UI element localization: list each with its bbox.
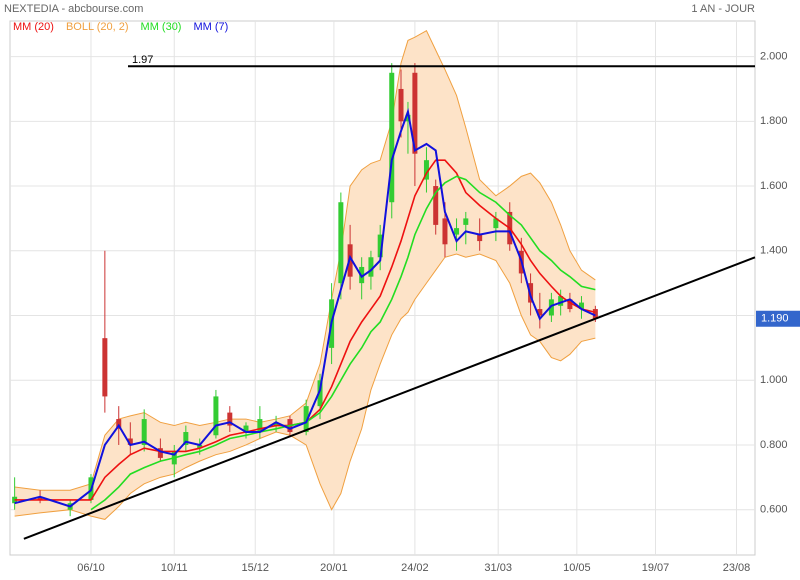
legend-entry: BOLL (20, 2) bbox=[66, 21, 129, 33]
candle-body bbox=[183, 432, 189, 445]
x-tick-label: 10/05 bbox=[563, 562, 591, 574]
candle-body bbox=[548, 299, 554, 316]
x-tick-label: 20/01 bbox=[320, 562, 348, 574]
candle-body bbox=[537, 309, 543, 316]
candle-body bbox=[592, 309, 598, 319]
x-tick-label: 06/10 bbox=[77, 562, 105, 574]
candle-body bbox=[303, 406, 309, 433]
candle-body bbox=[127, 438, 133, 445]
y-tick-label: 1.400 bbox=[760, 245, 788, 257]
y-tick-label: 2.000 bbox=[760, 51, 788, 63]
candle-body bbox=[433, 186, 439, 225]
candle-body bbox=[567, 299, 573, 310]
x-tick-label: 23/08 bbox=[723, 562, 751, 574]
candle-body bbox=[493, 218, 499, 229]
candle-body bbox=[213, 396, 219, 436]
moving-average-line bbox=[14, 107, 596, 508]
legend-entry: MM (7) bbox=[193, 21, 228, 33]
y-tick-label: 1.800 bbox=[760, 115, 788, 127]
x-tick-label: 31/03 bbox=[484, 562, 512, 574]
bollinger-upper bbox=[14, 30, 596, 491]
legend-entry: MM (20) bbox=[13, 21, 54, 33]
x-tick-label: 24/02 bbox=[401, 562, 429, 574]
resistance-label: 1.97 bbox=[132, 54, 153, 66]
candle-body bbox=[243, 425, 249, 433]
candle-body bbox=[141, 419, 147, 445]
candle-body bbox=[558, 296, 564, 306]
candle-body bbox=[102, 338, 108, 397]
candle-body bbox=[197, 444, 203, 449]
moving-average-line bbox=[14, 159, 596, 501]
bollinger-fill bbox=[14, 30, 596, 520]
y-tick-label: 1.600 bbox=[760, 180, 788, 192]
candle-body bbox=[463, 218, 469, 225]
candle-body bbox=[338, 202, 344, 284]
candle-body bbox=[37, 496, 43, 500]
candle-body bbox=[423, 160, 429, 180]
candle-body bbox=[317, 380, 323, 407]
candle-body bbox=[377, 234, 383, 258]
candle-body bbox=[477, 234, 483, 242]
candle-body bbox=[157, 448, 163, 458]
period-label: 1 AN - JOUR bbox=[691, 3, 755, 15]
candle-body bbox=[398, 88, 404, 122]
candle-body bbox=[227, 412, 233, 426]
y-tick-label: 0.600 bbox=[760, 504, 788, 516]
candle-body bbox=[578, 302, 584, 310]
legend-entry: MM (30) bbox=[141, 21, 182, 33]
candle-body bbox=[273, 422, 279, 426]
last-price-box bbox=[756, 310, 800, 327]
candle-body bbox=[368, 257, 374, 277]
candle-body bbox=[257, 419, 263, 433]
candle-body bbox=[454, 228, 460, 235]
candle-body bbox=[412, 72, 418, 154]
x-tick-label: 15/12 bbox=[241, 562, 269, 574]
y-tick-label: 1.000 bbox=[760, 374, 788, 386]
plot-frame bbox=[9, 20, 756, 556]
x-tick-label: 19/07 bbox=[642, 562, 670, 574]
x-tick-label: 10/11 bbox=[161, 562, 188, 574]
candle-body bbox=[389, 72, 395, 203]
bollinger-lower bbox=[14, 253, 596, 520]
candle-body bbox=[442, 218, 448, 245]
y-tick-label: 0.800 bbox=[760, 439, 788, 451]
chart-title: NEXTEDIA - abcbourse.com bbox=[4, 3, 143, 15]
candle-body bbox=[405, 114, 411, 122]
trend-line bbox=[23, 256, 756, 540]
moving-average-line bbox=[90, 175, 596, 511]
plot-area: 0.6000.8001.0001.2001.4001.6001.8002.000… bbox=[9, 20, 788, 574]
last-price-label: 1.190 bbox=[761, 313, 789, 325]
